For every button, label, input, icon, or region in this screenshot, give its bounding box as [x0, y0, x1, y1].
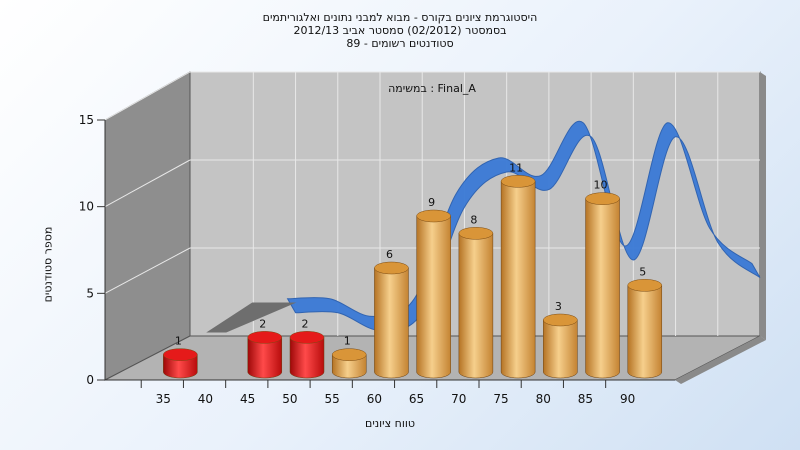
- bar-value-label: 10: [594, 179, 608, 192]
- y-axis-title: מספר סטודנטים: [41, 226, 55, 303]
- y-tick-label: 5: [86, 286, 94, 300]
- bar: [247, 331, 283, 379]
- bar-value-label: 11: [509, 161, 523, 174]
- x-axis-title: טווח ציונים: [365, 417, 415, 430]
- chart-title-line-1: היסטוגרמת ציונים בקורס - מבוא למבני נתונ…: [262, 11, 538, 24]
- bar-body: [543, 319, 578, 379]
- bar-value-label: 6: [386, 248, 393, 261]
- bar-body: [585, 198, 620, 379]
- bar-body: [627, 285, 663, 379]
- bar: [374, 261, 409, 379]
- x-tick-label: 85: [578, 392, 593, 406]
- bar-top: [543, 313, 578, 327]
- y-tick-label: 10: [79, 200, 94, 214]
- x-tick-label: 60: [367, 392, 382, 406]
- trend-band-shape: [286, 120, 761, 332]
- bar-value-label: 5: [639, 265, 646, 278]
- x-tick-label: 90: [620, 392, 635, 406]
- bar-top: [416, 209, 451, 223]
- bar-top: [458, 227, 494, 240]
- x-tick-label: 70: [451, 392, 466, 406]
- bar-body: [289, 337, 325, 379]
- bar-value-label: 9: [428, 196, 435, 209]
- x-tick-label: 40: [198, 392, 213, 406]
- x-tick-label: 55: [324, 392, 339, 406]
- x-axis-ticks: 35 40 45 50 55 60 65 70 75 80 85 90: [105, 379, 675, 406]
- bar-body: [163, 354, 198, 379]
- bar-top: [289, 331, 325, 344]
- trend-band-start: [206, 302, 297, 333]
- y-axis-ticks: 0 5 10 15: [79, 113, 106, 387]
- bar-top: [331, 348, 367, 361]
- bar: [458, 227, 494, 379]
- x-tick-label: 75: [493, 392, 508, 406]
- bar: [331, 348, 367, 379]
- bar: [585, 192, 620, 379]
- bar-value-label: 2: [302, 317, 309, 330]
- bar-top: [627, 279, 663, 292]
- chart-title-line-2: בסמסטר (02/2012) סמסטר אביב 2012/13: [293, 24, 507, 37]
- x-tick-label: 35: [156, 392, 171, 406]
- bar-body: [374, 267, 409, 379]
- y-tick-label: 0: [86, 373, 94, 387]
- bar-body: [331, 354, 367, 379]
- bar-top: [585, 192, 620, 205]
- bar: [500, 175, 536, 379]
- bars: [163, 175, 663, 379]
- x-tick-label: 45: [240, 392, 255, 406]
- floor-edge: [675, 336, 766, 384]
- chart-title-line-3: סטודנטים רשומים - 89: [346, 37, 454, 50]
- bar-body: [247, 337, 283, 379]
- bar: [627, 279, 663, 379]
- bar-top: [374, 261, 409, 275]
- bar-value-label: 8: [470, 213, 477, 226]
- bar: [543, 313, 578, 379]
- back-wall-edge: [760, 72, 766, 340]
- bar-top: [500, 175, 536, 188]
- bar: [416, 209, 451, 379]
- bar-value-label: 1: [344, 335, 351, 348]
- gridline-left: [104, 71, 191, 121]
- x-tick-label: 50: [282, 392, 297, 406]
- bar-body: [500, 181, 536, 379]
- bar-top: [247, 331, 283, 344]
- gridline-left: [104, 159, 191, 208]
- bar-top: [163, 348, 198, 361]
- gridline-left: [104, 247, 191, 294]
- bar-body: [458, 233, 494, 379]
- x-tick-label: 80: [536, 392, 551, 406]
- gridlines: [104, 71, 760, 336]
- trend-band: [206, 120, 761, 333]
- bar: [163, 348, 198, 379]
- bar: [289, 331, 325, 379]
- y-tick-label: 15: [79, 113, 94, 127]
- value-labels: 1 2 2 1 6 9 8 11 3 10 5: [175, 161, 646, 347]
- task-label: במשימה : Final_A: [388, 82, 476, 95]
- bar-value-label: 2: [259, 317, 266, 330]
- bar-value-label: 3: [555, 300, 562, 313]
- x-tick-label: 65: [409, 392, 424, 406]
- bar-value-label: 1: [175, 335, 182, 348]
- bar-body: [416, 215, 451, 379]
